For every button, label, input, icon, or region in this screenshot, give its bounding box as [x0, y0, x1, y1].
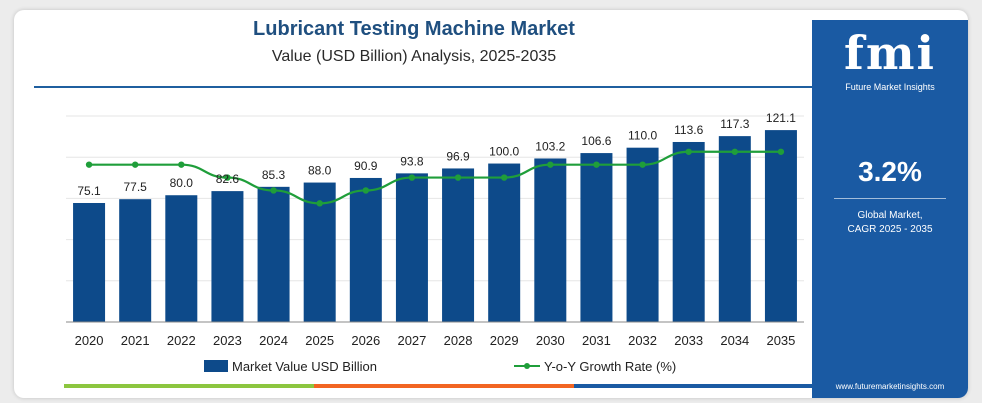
- legend-bar-swatch: [204, 360, 228, 372]
- growth-point-2032: [639, 161, 646, 168]
- x-tick-label: 2024: [259, 333, 288, 348]
- growth-point-2035: [777, 148, 785, 155]
- x-tick-label: 2035: [766, 333, 795, 348]
- chart-plot: 2020 2021 2022 2023 2024 2025 2026 2027 2028 2029…: [66, 111, 804, 348]
- sidebar-panel: fmi Future Market Insights 3.2% Global M…: [812, 20, 968, 398]
- chart-card: Lubricant Testing Machine Market Value (…: [14, 10, 968, 398]
- growth-point-2034: [731, 148, 739, 155]
- x-tick-label: 2028: [444, 333, 473, 348]
- sidebar-url: www.futuremarketinsights.com: [835, 382, 945, 391]
- bar-value-label: 82.6: [216, 172, 240, 186]
- legend-item-market-value: Market Value USD Billion: [204, 358, 377, 374]
- bar-value-label: 90.9: [354, 159, 378, 173]
- x-tick-label: 2026: [351, 333, 380, 348]
- x-tick-label: 2022: [167, 333, 196, 348]
- bottom-accent-blue: [574, 384, 814, 388]
- bar-value-label: 103.2: [535, 139, 565, 153]
- x-tick-label: 2030: [536, 333, 565, 348]
- x-tick-label: 2020: [75, 333, 104, 348]
- x-tick-label: 2025: [305, 333, 334, 348]
- legend-line-swatch: [514, 361, 540, 371]
- growth-point-2026: [362, 187, 370, 194]
- x-tick-label: 2021: [121, 333, 150, 348]
- bar-2022: [165, 195, 198, 322]
- bar-value-label: 96.9: [446, 149, 470, 163]
- bar-2020: [73, 202, 106, 322]
- bar-2029: [488, 163, 521, 322]
- bar-value-label: 113.6: [674, 123, 703, 137]
- bottom-accent-green: [64, 384, 314, 388]
- growth-point-2030: [547, 161, 554, 168]
- bar-value-label: 106.6: [581, 134, 611, 148]
- legend-line-label: Y-o-Y Growth Rate (%): [544, 358, 677, 374]
- x-tick-label: 2023: [213, 333, 242, 348]
- chart-subtitle: Value (USD Billion) Analysis, 2025-2035: [271, 48, 557, 65]
- bar-2023: [211, 191, 244, 322]
- logo-tagline: Future Market Insights: [845, 82, 935, 92]
- growth-point-2025: [316, 200, 323, 207]
- bar-value-label: 110.0: [628, 129, 657, 143]
- bar-2027: [395, 173, 428, 322]
- bar-2034: [718, 136, 751, 322]
- cagr-label-line-1: Global Market,: [857, 210, 923, 221]
- bar-2026: [349, 177, 382, 322]
- bar-value-label: 117.3: [720, 117, 749, 131]
- bottom-accent-orange: [314, 384, 574, 388]
- growth-rate-line: [89, 150, 781, 205]
- bar-value-label: 121.1: [766, 111, 796, 125]
- bar-value-label: 93.8: [400, 154, 424, 168]
- cagr-label-line-2: CAGR 2025 - 2035: [847, 224, 933, 235]
- chart-title: Lubricant Testing Machine Market: [253, 18, 575, 40]
- x-tick-label: 2034: [720, 333, 749, 348]
- bar-2024: [257, 186, 290, 322]
- growth-point-2031: [593, 161, 600, 168]
- growth-point-2023: [224, 174, 231, 181]
- title-divider: [34, 86, 814, 88]
- x-tick-label: 2031: [582, 333, 611, 348]
- bar-value-label: 85.3: [262, 168, 286, 182]
- bar-2033: [672, 141, 705, 322]
- sidebar-divider: [834, 198, 946, 199]
- bar-2028: [442, 168, 475, 322]
- x-tick-label: 2033: [674, 333, 703, 348]
- bar-value-label: 77.5: [124, 180, 148, 194]
- growth-point-2022: [178, 161, 185, 168]
- bar-value-label: 100.0: [489, 145, 519, 159]
- bar-2031: [580, 153, 613, 322]
- fmi-logo: fmi: [844, 26, 936, 80]
- growth-point-2033: [685, 148, 692, 155]
- legend-bar-label: Market Value USD Billion: [232, 358, 377, 374]
- x-tick-label: 2027: [397, 333, 426, 348]
- cagr-value: 3.2%: [858, 156, 922, 187]
- x-tick-label: 2032: [628, 333, 657, 348]
- bar-2021: [119, 199, 152, 322]
- bar-2032: [626, 147, 659, 322]
- growth-point-2027: [408, 174, 416, 181]
- growth-point-2021: [131, 161, 139, 168]
- bar-value-label: 88.0: [308, 164, 332, 178]
- growth-point-2029: [500, 174, 508, 181]
- growth-point-2024: [270, 187, 277, 194]
- growth-point-2020: [85, 161, 93, 168]
- bar-2035: [764, 130, 797, 322]
- bar-2030: [534, 158, 567, 322]
- x-tick-label: 2029: [490, 333, 519, 348]
- growth-point-2028: [454, 174, 462, 181]
- bar-value-label: 75.1: [77, 184, 101, 198]
- legend-item-growth-rate: Y-o-Y Growth Rate (%): [514, 358, 676, 374]
- bar-value-label: 80.0: [170, 176, 194, 190]
